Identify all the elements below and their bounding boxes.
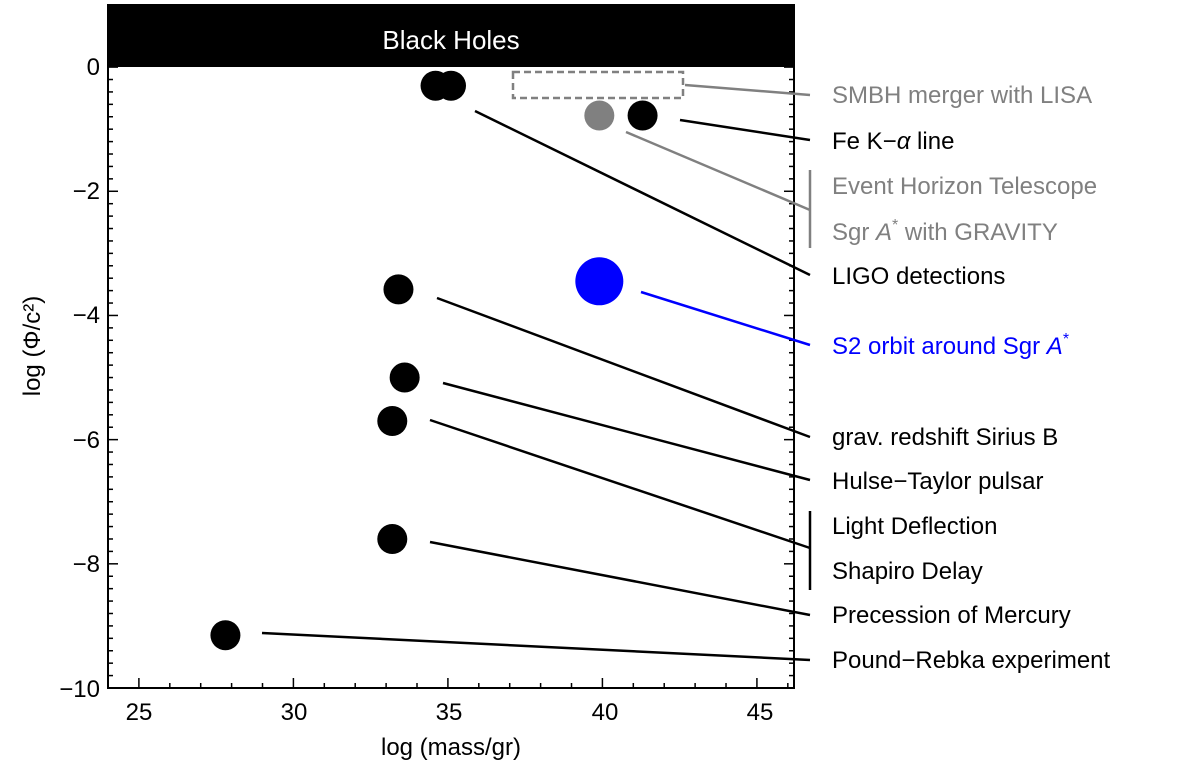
eht-connector — [625, 130, 811, 212]
y-tick-label: −4 — [73, 302, 100, 329]
sgr-a: A — [874, 219, 892, 246]
pound-label: Pound−Rebka experiment — [832, 647, 1111, 674]
annotation-connectors — [261, 83, 812, 662]
y-tick-label: −10 — [59, 676, 100, 703]
mercury-label: Precession of Mercury — [832, 602, 1071, 629]
data-point — [377, 406, 408, 437]
s2-prefix: S2 orbit around Sgr — [832, 333, 1047, 360]
x-tick-label: 25 — [126, 699, 153, 726]
data-point — [377, 523, 408, 554]
x-tick-label: 45 — [747, 699, 774, 726]
ligo-connector — [474, 109, 811, 277]
lisa-dashed-region — [511, 70, 685, 100]
sgr-gravity-label: Sgr A* with GRAVITY — [832, 217, 1058, 246]
sgr-prefix: Sgr — [832, 219, 876, 246]
sgr-suffix: with GRAVITY — [898, 219, 1058, 246]
x-tick-label: 35 — [436, 699, 463, 726]
data-point — [584, 100, 615, 131]
data-point — [383, 274, 414, 305]
data-point — [575, 257, 624, 306]
pound-connector — [261, 631, 811, 662]
x-tick-label: 40 — [592, 699, 619, 726]
mercury-connector — [429, 540, 811, 617]
sgr-star: * — [892, 217, 898, 234]
fe-label-line: line — [910, 128, 954, 155]
s2-star: * — [1063, 331, 1069, 348]
y-tick-label: −2 — [73, 178, 100, 205]
y-axis-label: log (Φ/c²) — [19, 296, 46, 397]
sirius-label: grav. redshift Sirius B — [832, 424, 1058, 451]
y-tick-label: 0 — [87, 54, 100, 81]
fe-connector — [679, 118, 811, 142]
y-tick-label: −6 — [73, 427, 100, 454]
smbh-label: SMBH merger with LISA — [832, 82, 1092, 109]
data-point — [436, 70, 466, 101]
y-tick-labels: 0 −2 −4 −6 −8 −10 — [59, 54, 100, 703]
s2-label: S2 orbit around Sgr A* — [832, 331, 1069, 360]
data-point — [627, 100, 658, 131]
data-point — [389, 362, 420, 393]
black-holes-label: Black Holes — [382, 25, 519, 55]
axis-ticks — [108, 5, 794, 689]
s2-a: A — [1045, 333, 1063, 360]
deflection-connector — [429, 418, 811, 550]
ligo-label: LIGO detections — [832, 263, 1005, 290]
fe-label: Fe K−α line — [832, 128, 954, 155]
y-tick-label: −8 — [73, 551, 100, 578]
hulse-connector — [442, 381, 811, 482]
fe-label-alpha: α — [897, 128, 912, 155]
plot-frame — [107, 4, 795, 689]
deflection-label: Light Deflection — [832, 513, 997, 540]
x-axis-label: log (mass/gr) — [381, 734, 521, 761]
x-tick-labels: 25 30 35 40 45 — [126, 699, 774, 726]
eht-label: Event Horizon Telescope — [832, 173, 1097, 200]
sirius-connector — [436, 296, 811, 439]
x-tick-label: 30 — [281, 699, 308, 726]
fe-label-main: Fe K− — [832, 128, 897, 155]
data-points — [210, 70, 658, 651]
hulse-label: Hulse−Taylor pulsar — [832, 468, 1043, 495]
data-point — [210, 620, 241, 651]
s2-connector — [640, 290, 811, 347]
black-holes-band — [108, 5, 794, 67]
shapiro-label: Shapiro Delay — [832, 558, 983, 585]
smbh-connector — [684, 83, 811, 97]
